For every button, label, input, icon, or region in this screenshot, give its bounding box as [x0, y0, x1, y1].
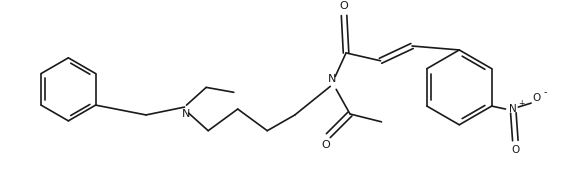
Text: O: O: [511, 145, 519, 155]
Text: N: N: [182, 109, 191, 119]
Text: -: -: [543, 87, 547, 97]
Text: O: O: [340, 1, 348, 11]
Text: +: +: [518, 99, 525, 108]
Text: N: N: [328, 74, 336, 84]
Text: N: N: [509, 104, 517, 114]
Text: O: O: [321, 140, 330, 150]
Text: O: O: [533, 93, 541, 103]
